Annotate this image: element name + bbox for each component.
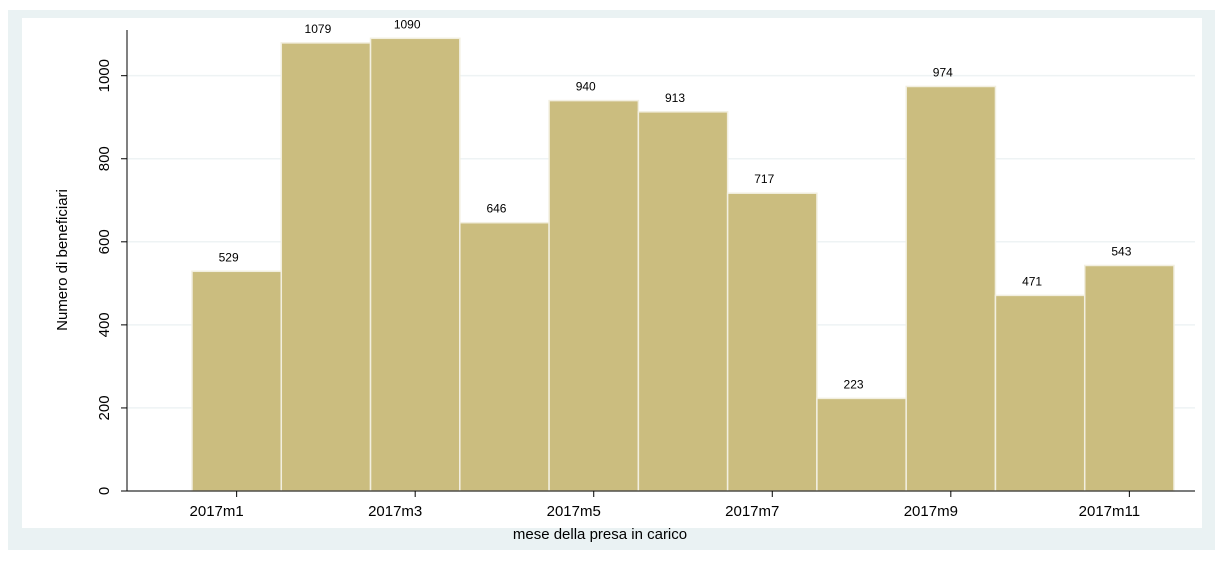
bar	[548, 99, 640, 492]
value-label: 913	[665, 91, 685, 105]
y-tick-label: 1000	[96, 59, 113, 92]
value-label: 717	[754, 172, 774, 186]
bar	[1083, 264, 1175, 492]
x-tick-label: 2017m3	[368, 503, 422, 520]
y-tick-label: 600	[96, 229, 113, 254]
x-tick-label: 2017m11	[1079, 503, 1140, 520]
y-tick-label: 800	[96, 146, 113, 171]
value-label: 1090	[394, 17, 421, 31]
y-axis-title: Numero di beneficiari	[54, 189, 71, 331]
bar	[369, 37, 461, 492]
bar	[994, 294, 1086, 492]
value-label: 940	[576, 80, 596, 94]
value-label: 543	[1111, 244, 1131, 258]
x-tick-label: 2017m7	[725, 503, 779, 520]
y-tick-label: 400	[96, 312, 113, 337]
bar	[905, 85, 997, 492]
bar	[459, 221, 550, 492]
value-label: 529	[219, 250, 239, 264]
bar	[191, 270, 283, 492]
value-label: 1079	[305, 22, 332, 36]
x-tick-label: 2017m9	[904, 503, 958, 520]
bar	[637, 111, 729, 492]
bar	[280, 42, 372, 492]
value-label: 223	[844, 377, 864, 391]
value-label: 646	[486, 202, 506, 216]
y-tick-label: 200	[96, 395, 113, 420]
value-label: 471	[1022, 274, 1042, 288]
x-tick-label: 2017m5	[547, 503, 601, 520]
value-label: 974	[933, 65, 953, 79]
bar	[816, 397, 907, 492]
y-tick-label: 0	[96, 487, 113, 495]
bar	[726, 192, 818, 492]
x-axis-title: mese della presa in carico	[513, 526, 687, 543]
x-tick-label: 2017m1	[190, 503, 244, 520]
